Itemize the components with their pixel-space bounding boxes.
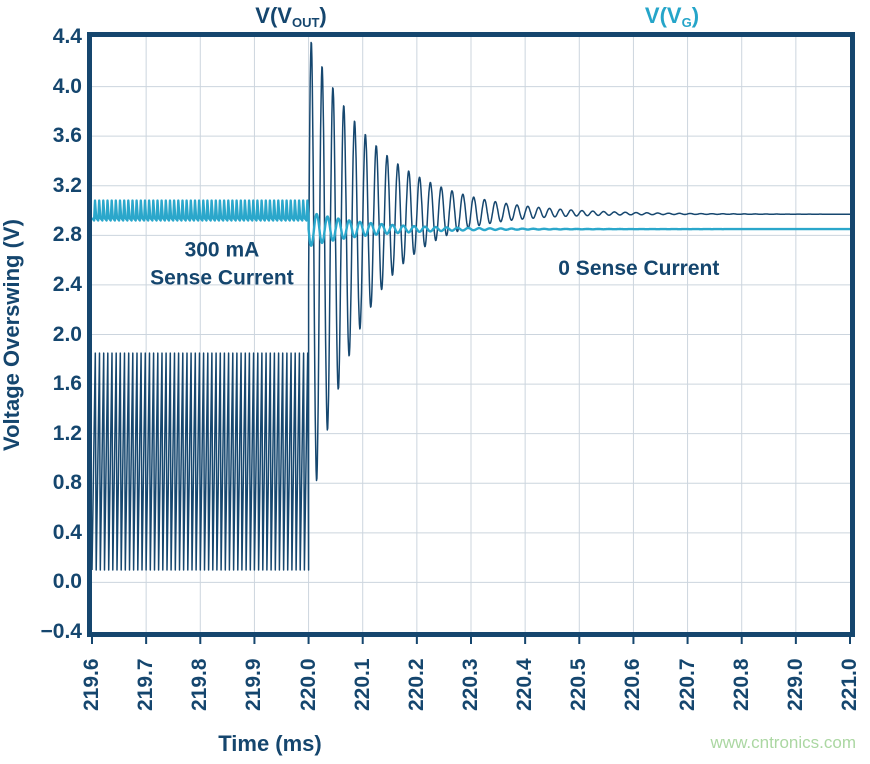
x-tick-label: 220.7 bbox=[675, 658, 699, 711]
x-axis-title-text: Time (ms) bbox=[218, 731, 322, 756]
y-tick-label: 3.2 bbox=[52, 173, 82, 197]
legend-vout: V(VOUT) bbox=[255, 3, 326, 30]
y-tick-label: 3.6 bbox=[52, 124, 82, 148]
y-tick-label: 0.0 bbox=[52, 570, 82, 594]
x-tick-label: 220.0 bbox=[296, 658, 320, 711]
x-tick-label: 219.9 bbox=[242, 658, 266, 711]
x-tick-label: 220.8 bbox=[729, 658, 753, 711]
annotation-0-sense-current: 0 Sense Current bbox=[558, 255, 719, 283]
y-tick-label: 4.4 bbox=[52, 25, 82, 48]
x-tick-label: 220.6 bbox=[621, 658, 645, 711]
x-tick-label: 220.5 bbox=[567, 658, 591, 711]
y-tick-label: 4.0 bbox=[52, 74, 82, 98]
y-tick-label: 1.2 bbox=[52, 421, 82, 445]
annotation-300ma-line2: Sense Current bbox=[150, 265, 294, 289]
x-tick-label: 220.4 bbox=[513, 658, 537, 711]
x-tick-label: 219.6 bbox=[80, 658, 103, 711]
x-tick-label: 220.1 bbox=[350, 658, 374, 711]
legend-vout-prefix: V(V bbox=[255, 3, 292, 28]
y-tick-label: 2.0 bbox=[52, 322, 82, 346]
y-tick-label: −0.4 bbox=[40, 620, 82, 643]
legend-vout-suffix: ) bbox=[319, 3, 327, 28]
y-tick-label: 1.6 bbox=[52, 372, 82, 396]
annotation-300ma-sense-current: 300 mA Sense Current bbox=[150, 236, 294, 291]
x-tick-label: 221.0 bbox=[838, 658, 861, 711]
x-tick-label: 229.0 bbox=[783, 658, 807, 711]
x-tick-label: 220.3 bbox=[459, 658, 482, 711]
legend-vg-sub: G bbox=[681, 15, 692, 30]
annotation-300ma-line1: 300 mA bbox=[184, 238, 260, 262]
y-tick-label: 2.8 bbox=[52, 223, 82, 247]
x-axis-title: Time (ms) bbox=[0, 731, 870, 757]
legend-vg: V(VG) bbox=[645, 3, 699, 30]
vg-trace bbox=[91, 199, 851, 247]
y-tick-label: 2.4 bbox=[52, 272, 82, 296]
y-axis-title: Voltage Overswing (V) bbox=[0, 219, 24, 451]
x-tick-label: 219.7 bbox=[134, 658, 158, 711]
y-tick-label: 0.8 bbox=[52, 471, 82, 495]
x-tick-label: 219.8 bbox=[188, 658, 212, 711]
legend-vg-suffix: ) bbox=[691, 3, 700, 28]
annotation-0sense-line1: 0 Sense Current bbox=[558, 256, 720, 280]
vout-trace bbox=[91, 41, 851, 571]
plot-border bbox=[87, 32, 855, 637]
y-tick-label: 0.4 bbox=[52, 520, 82, 544]
watermark: www.cntronics.com bbox=[710, 733, 856, 752]
legend-vout-sub: OUT bbox=[291, 15, 320, 30]
legend-vg-prefix: V(V bbox=[644, 3, 682, 28]
x-tick-label: 220.2 bbox=[404, 658, 428, 711]
